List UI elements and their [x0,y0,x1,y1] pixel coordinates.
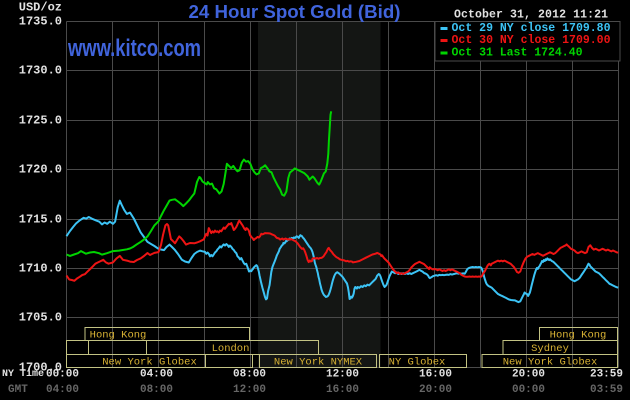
svg-text:08:00: 08:00 [233,369,266,381]
svg-text:London: London [212,343,250,355]
svg-text:12:00: 12:00 [233,384,266,396]
svg-text:Oct 31 Last 1724.40: Oct 31 Last 1724.40 [452,47,583,60]
svg-text:20:00: 20:00 [512,369,545,381]
svg-text:1700.0: 1700.0 [19,361,62,375]
svg-text:23:59: 23:59 [590,369,623,381]
svg-text:1705.0: 1705.0 [19,311,62,325]
svg-text:12:00: 12:00 [326,369,359,381]
svg-text:New York Globex: New York Globex [102,357,197,369]
svg-text:1725.0: 1725.0 [19,114,62,128]
svg-text:03:59: 03:59 [590,384,623,396]
svg-text:24 Hour Spot Gold (Bid): 24 Hour Spot Gold (Bid) [189,1,401,22]
svg-text:1710.0: 1710.0 [19,262,62,276]
svg-text:16:00: 16:00 [326,384,359,396]
svg-text:08:00: 08:00 [140,384,173,396]
svg-text:1730.0: 1730.0 [19,64,62,78]
svg-text:Sydney: Sydney [531,343,569,355]
svg-text:16:00: 16:00 [419,369,452,381]
svg-text:00:00: 00:00 [46,369,79,381]
svg-text:NY Globex: NY Globex [389,357,446,369]
svg-text:New York NYMEX: New York NYMEX [274,357,363,369]
svg-text:Hong Kong: Hong Kong [90,330,147,342]
svg-text:1715.0: 1715.0 [19,213,62,227]
svg-text:Hong Kong: Hong Kong [550,330,607,342]
svg-text:NY Time: NY Time [2,368,44,380]
svg-text:Oct 29 NY close 1709.80: Oct 29 NY close 1709.80 [452,22,611,35]
svg-text:www.kitco.com: www.kitco.com [67,35,201,62]
svg-text:20:00: 20:00 [419,384,452,396]
svg-text:04:00: 04:00 [46,384,79,396]
svg-text:October 31, 2012 11:21: October 31, 2012 11:21 [454,9,608,22]
svg-text:00:00: 00:00 [512,384,545,396]
svg-text:GMT: GMT [8,384,28,396]
svg-text:1735.0: 1735.0 [19,15,62,29]
svg-text:1720.0: 1720.0 [19,163,62,177]
svg-text:New York Globex: New York Globex [503,357,598,369]
svg-text:04:00: 04:00 [140,369,173,381]
svg-text:Oct 30 NY close 1709.00: Oct 30 NY close 1709.00 [452,34,611,47]
svg-text:USD/oz: USD/oz [19,1,62,15]
